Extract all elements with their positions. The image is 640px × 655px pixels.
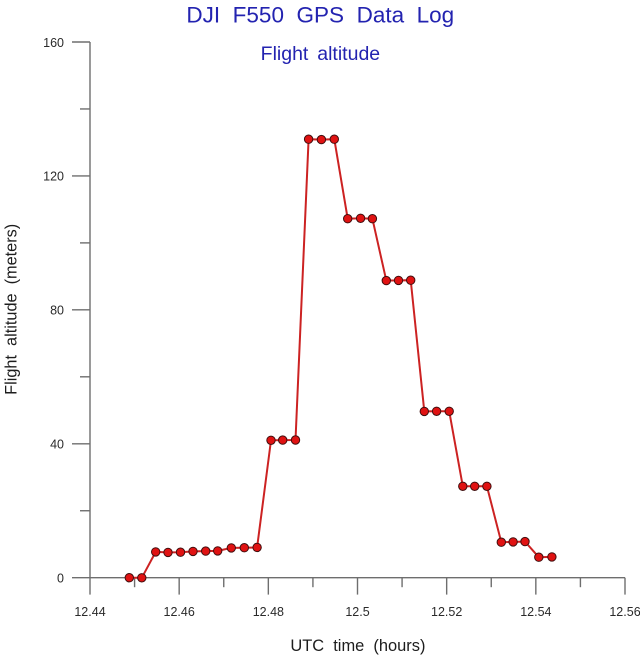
svg-text:UTC time (hours): UTC time (hours) [290,637,425,655]
svg-text:Flight altitude: Flight altitude [261,43,380,65]
svg-text:40: 40 [50,438,64,452]
svg-text:12.48: 12.48 [253,605,284,619]
svg-text:Flight altitude (meters): Flight altitude (meters) [3,224,21,395]
svg-text:120: 120 [43,170,64,184]
svg-text:80: 80 [50,304,64,318]
svg-text:DJI F550 GPS Data Log: DJI F550 GPS Data Log [186,2,454,27]
svg-text:12.52: 12.52 [431,605,462,619]
svg-text:12.54: 12.54 [520,605,551,619]
svg-text:12.5: 12.5 [345,605,369,619]
svg-text:12.44: 12.44 [74,605,105,619]
svg-text:12.56: 12.56 [609,605,640,619]
svg-text:0: 0 [57,572,64,586]
svg-text:160: 160 [43,36,64,50]
svg-text:12.46: 12.46 [164,605,195,619]
